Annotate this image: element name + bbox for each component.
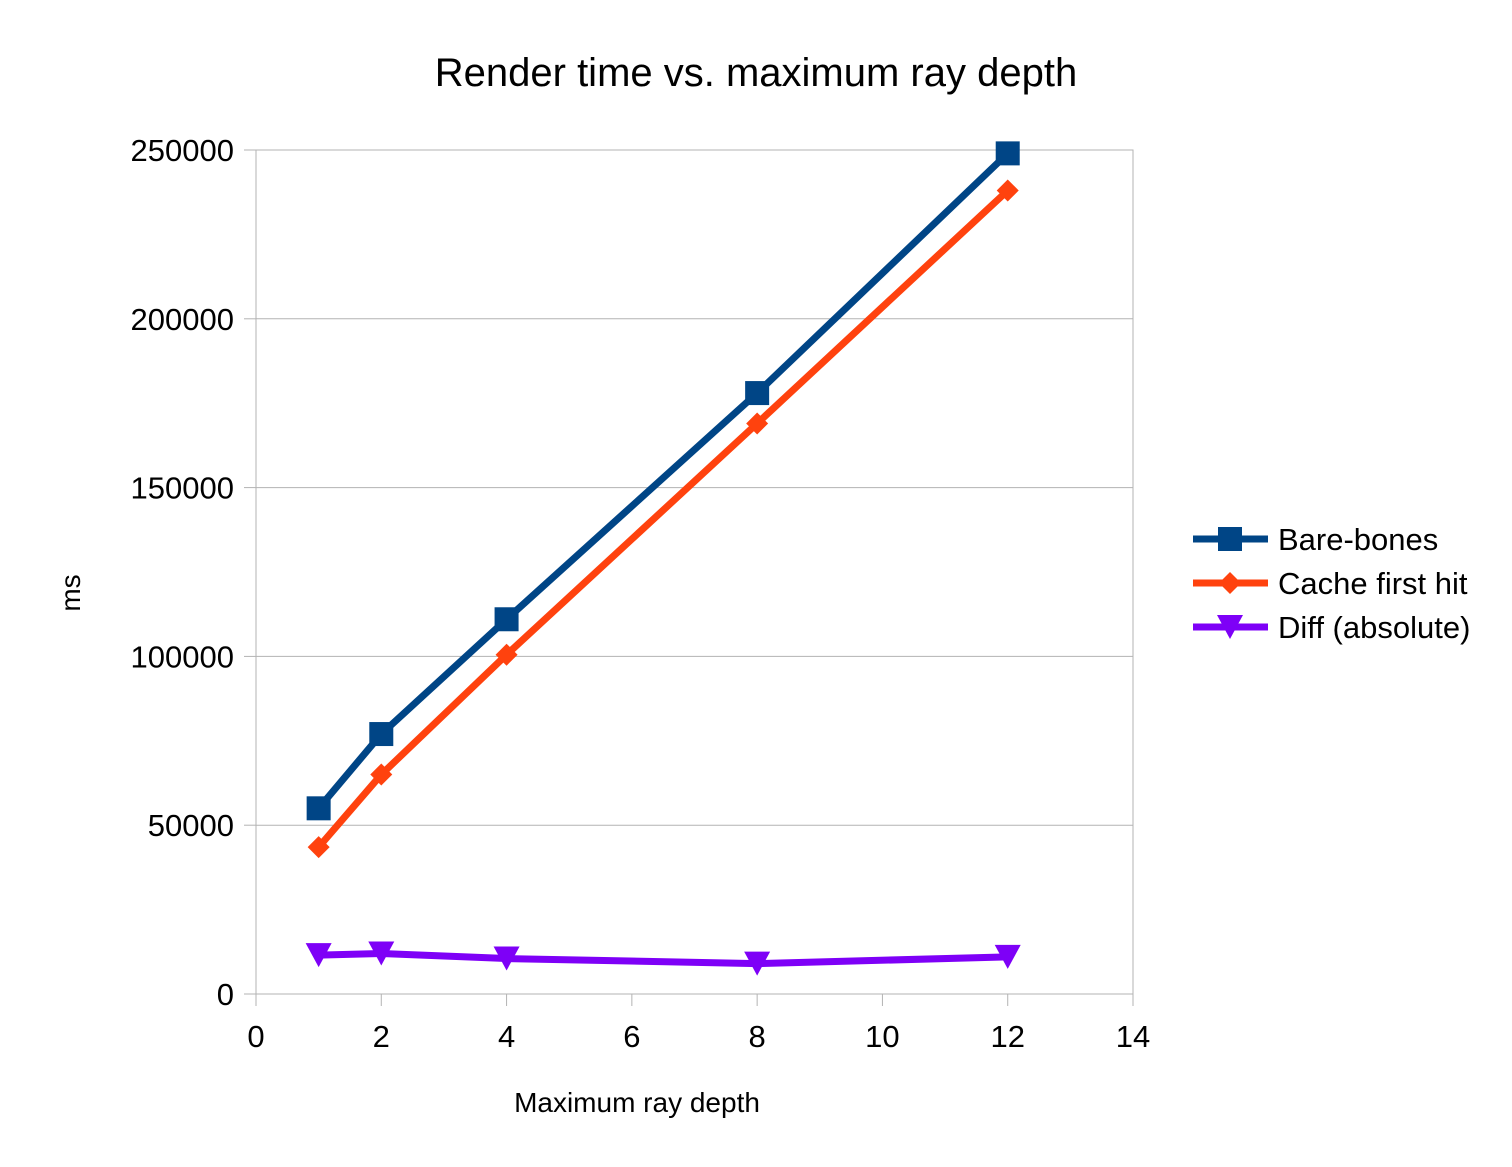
series-cache-first-hit xyxy=(307,179,1019,859)
y-tick-label: 250000 xyxy=(131,133,234,168)
data-point-cache-first-hit xyxy=(370,763,393,786)
legend-label: Cache first hit xyxy=(1278,566,1468,601)
data-point-diff-absolute xyxy=(368,941,395,966)
data-point-diff-absolute xyxy=(744,951,771,976)
data-point-cache-first-hit xyxy=(495,643,518,666)
x-tick-label: 2 xyxy=(373,1019,390,1054)
series-bare-bones xyxy=(306,141,1020,821)
plot-area xyxy=(255,149,1134,995)
axes: 0 50000 100000 150000 200000 250000 0 2 4 6 8 10 12 1… xyxy=(131,133,1151,1054)
legend-item-cache-first-hit: Cache first hit xyxy=(1193,566,1468,601)
data-point-bare-bones xyxy=(306,796,331,821)
legend-item-diff-absolute: Diff (absolute) xyxy=(1193,610,1470,645)
legend-label: Diff (absolute) xyxy=(1278,610,1470,645)
data-point-cache-first-hit xyxy=(307,836,330,859)
y-tick-label: 0 xyxy=(217,977,234,1012)
x-axis-label: Maximum ray depth xyxy=(514,1087,760,1118)
x-tick-label: 8 xyxy=(749,1019,766,1054)
y-tick-label: 100000 xyxy=(131,639,234,674)
data-point-bare-bones xyxy=(369,722,394,747)
data-point-diff-absolute xyxy=(994,944,1021,969)
x-tick-label: 10 xyxy=(865,1019,899,1054)
chart-title: Render time vs. maximum ray depth xyxy=(435,51,1077,95)
data-point-bare-bones xyxy=(995,141,1020,166)
x-tick-label: 6 xyxy=(623,1019,640,1054)
x-tick-label: 14 xyxy=(1116,1019,1150,1054)
y-tick-label: 200000 xyxy=(131,302,234,337)
legend-item-bare-bones: Bare-bones xyxy=(1193,522,1438,557)
y-axis-label: ms xyxy=(55,574,86,611)
data-point-bare-bones xyxy=(745,381,770,406)
legend-marker xyxy=(1218,527,1242,551)
data-point-bare-bones xyxy=(494,607,519,632)
series-line-diff-absolute xyxy=(318,949,1008,968)
data-point-diff-absolute xyxy=(305,943,332,968)
data-point-cache-first-hit xyxy=(746,412,769,435)
x-tick-label: 0 xyxy=(247,1019,264,1054)
legend-marker xyxy=(1219,572,1241,594)
x-tick-label: 4 xyxy=(498,1019,515,1054)
y-tick-label: 50000 xyxy=(148,808,234,843)
data-point-diff-absolute xyxy=(493,946,520,971)
legend-marker xyxy=(1217,615,1243,639)
series-line-bare-bones xyxy=(315,150,1011,811)
series-diff-absolute xyxy=(305,941,1021,976)
legend-label: Bare-bones xyxy=(1278,522,1438,557)
y-tick-label: 150000 xyxy=(131,471,234,506)
x-tick-label: 12 xyxy=(990,1019,1024,1054)
data-point-cache-first-hit xyxy=(996,179,1019,202)
series-group xyxy=(305,141,1021,976)
legend: Bare-bones Cache first hit Diff (absolute) xyxy=(1193,522,1470,645)
series-line-cache-first-hit xyxy=(315,187,1011,850)
grid xyxy=(255,149,1134,995)
